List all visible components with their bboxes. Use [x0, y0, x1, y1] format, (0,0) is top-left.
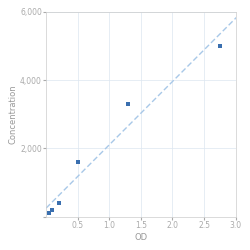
X-axis label: OD: OD: [134, 233, 147, 242]
Point: [50, 208, 54, 212]
Point: [76, 160, 80, 164]
Point: [126, 102, 130, 106]
Point: [47, 211, 51, 215]
Point: [57, 201, 61, 205]
Y-axis label: Concentration: Concentration: [8, 84, 17, 144]
Point: [218, 44, 222, 48]
